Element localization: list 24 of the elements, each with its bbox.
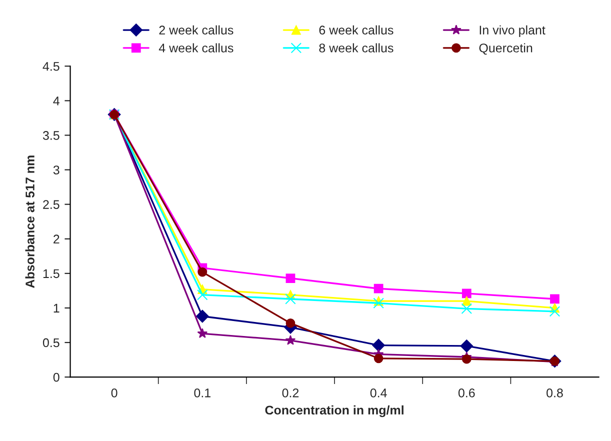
x-tick-label: 0.1 xyxy=(194,388,210,398)
legend-label: Quercetin xyxy=(479,43,532,55)
x-tick-label: 0.6 xyxy=(458,388,475,398)
legend-label: 6 week callus xyxy=(319,25,394,35)
y-tick-label: 2 xyxy=(54,234,60,244)
y-tick-label: 0.5 xyxy=(42,338,60,348)
x-axis-title: Concentration in mg/ml xyxy=(265,405,404,418)
y-tick-label: 3.5 xyxy=(42,131,60,140)
y-tick-label: 0 xyxy=(53,372,60,382)
y-tick-label: 3 xyxy=(53,166,60,174)
y-axis-title: Absorbance at 517 nm xyxy=(25,156,34,288)
y-tick-label: 2.5 xyxy=(43,200,60,209)
legend-label: 8 week callus xyxy=(319,43,394,52)
x-tick-label: 0.8 xyxy=(546,388,563,398)
legend-label: In vivo plant xyxy=(480,25,546,37)
y-tick-label: 4.5 xyxy=(42,62,60,71)
y-tick-label: 1 xyxy=(54,304,60,312)
legend-label: 4 week callus xyxy=(158,43,234,52)
x-tick-label: 0.2 xyxy=(282,388,299,398)
x-tick-label: 0.4 xyxy=(370,388,387,398)
legend-label: 2 week callus xyxy=(159,25,234,35)
x-tick-label: 0 xyxy=(111,388,118,398)
y-tick-label: 4 xyxy=(53,96,60,106)
y-tick-label: 1.5 xyxy=(43,269,60,278)
